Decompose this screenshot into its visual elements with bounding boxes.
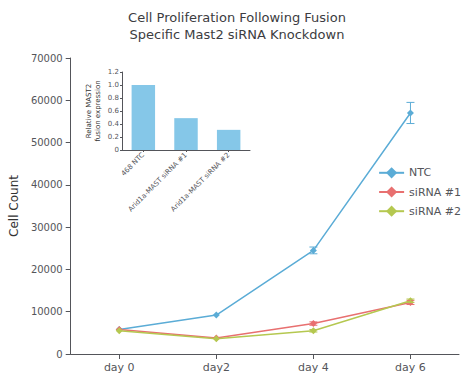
svg-text:siRNA #1: siRNA #1 bbox=[409, 186, 461, 199]
svg-text:fusion expression: fusion expression bbox=[94, 80, 102, 141]
svg-text:60000: 60000 bbox=[31, 95, 63, 106]
svg-text:NTC: NTC bbox=[409, 166, 431, 179]
svg-text:1.0: 1.0 bbox=[108, 81, 119, 89]
svg-text:Specific Mast2 siRNA Knockdown: Specific Mast2 siRNA Knockdown bbox=[130, 27, 345, 42]
svg-text:0.8: 0.8 bbox=[108, 94, 119, 102]
svg-text:0: 0 bbox=[115, 146, 119, 154]
svg-text:0.4: 0.4 bbox=[108, 120, 120, 128]
svg-text:0: 0 bbox=[56, 349, 62, 360]
svg-text:30000: 30000 bbox=[31, 222, 63, 233]
svg-text:day 0: day 0 bbox=[104, 361, 135, 374]
svg-text:siRNA #2: siRNA #2 bbox=[409, 205, 461, 218]
svg-text:day 6: day 6 bbox=[395, 361, 426, 374]
svg-text:1.2: 1.2 bbox=[108, 68, 119, 76]
svg-text:20000: 20000 bbox=[31, 264, 63, 275]
svg-text:10000: 10000 bbox=[31, 306, 63, 317]
svg-text:40000: 40000 bbox=[31, 179, 63, 190]
svg-text:468 NTC: 468 NTC bbox=[120, 151, 147, 178]
svg-text:Arid1a-MAST siRNA #1: Arid1a-MAST siRNA #1 bbox=[126, 151, 189, 214]
svg-text:day2: day2 bbox=[203, 361, 230, 374]
svg-text:0.2: 0.2 bbox=[108, 133, 119, 141]
svg-text:Arid1a-MAST siRNA #2: Arid1a-MAST siRNA #2 bbox=[169, 151, 231, 213]
svg-text:Cell Proliferation Following F: Cell Proliferation Following Fusion bbox=[128, 10, 346, 25]
svg-text:70000: 70000 bbox=[31, 53, 63, 64]
svg-text:Cell Count: Cell Count bbox=[7, 175, 21, 237]
svg-text:50000: 50000 bbox=[31, 137, 63, 148]
svg-text:0.6: 0.6 bbox=[108, 107, 120, 115]
svg-text:day 4: day 4 bbox=[298, 361, 329, 374]
svg-text:Relative MAST2: Relative MAST2 bbox=[85, 84, 93, 138]
